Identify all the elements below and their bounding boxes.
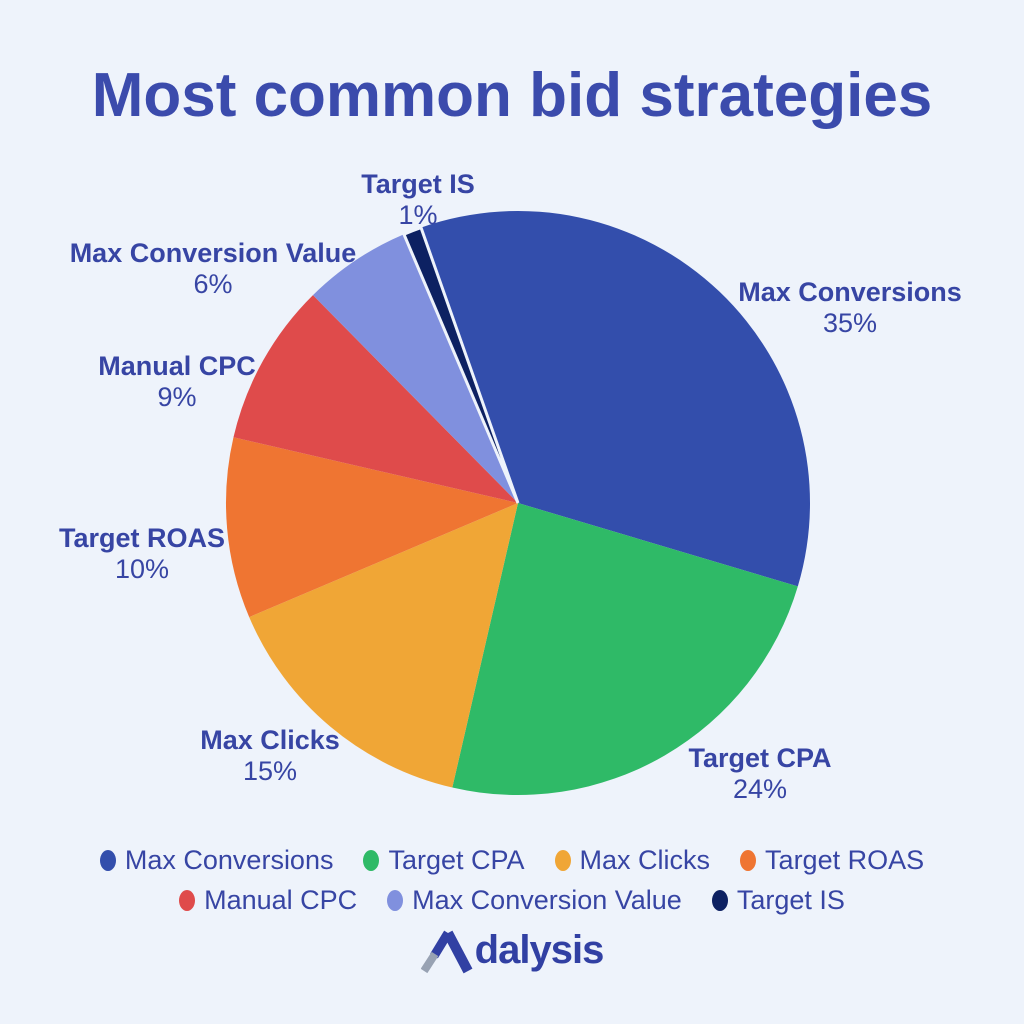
slice-label-name: Max Clicks — [200, 725, 340, 755]
legend-row-1: Max Conversions Target CPA Max Clicks Targe… — [0, 840, 1024, 880]
slice-label-target-roas: Target ROAS 10% — [59, 523, 225, 585]
slice-label-percent: 1% — [398, 200, 438, 230]
legend-dot-icon — [363, 849, 380, 871]
legend-label: Target IS — [736, 884, 845, 915]
pie-slice-max-conversion-value — [312, 234, 518, 503]
slice-label-target-is: Target IS 1% — [361, 169, 475, 231]
slice-label-name: Max Conversions — [738, 277, 962, 307]
slice-label-percent: 9% — [157, 382, 197, 412]
slice-label-percent: 10% — [114, 554, 170, 584]
legend-item-max-conversion-value: Max Conversion Value — [387, 885, 682, 916]
legend-label: Manual CPC — [204, 884, 358, 915]
pie-slice-target-cpa — [452, 503, 798, 796]
legend-dot-icon — [740, 849, 757, 871]
pie-slice-max-clicks — [249, 503, 518, 788]
slice-label-max-conversions: Max Conversions 35% — [738, 277, 962, 339]
legend-label: Max Clicks — [579, 844, 711, 875]
slice-label-name: Target CPA — [688, 743, 832, 773]
slice-label-manual-cpc: Manual CPC 9% — [98, 351, 256, 413]
legend-item-max-conversions: Max Conversions — [99, 844, 334, 876]
slice-label-percent: 15% — [242, 756, 298, 786]
brand-name: dalysis — [474, 927, 605, 972]
slice-label-name: Manual CPC — [98, 351, 256, 381]
slice-label-percent: 24% — [732, 774, 788, 804]
page-title: Most common bid strategies — [91, 61, 933, 130]
slice-label-name: Target ROAS — [58, 523, 226, 553]
adalysis-a-icon — [420, 930, 473, 974]
slice-label-name: Target IS — [361, 169, 475, 199]
legend-label: Target ROAS — [765, 844, 925, 875]
slice-label-percent: 35% — [822, 308, 878, 338]
legend-dot-icon — [711, 889, 728, 911]
brand-logo: dalysis — [0, 924, 1024, 976]
legend-label: Target CPA — [388, 844, 525, 875]
legend-item-target-cpa: Target CPA — [363, 844, 525, 876]
legend-dot-icon — [99, 849, 116, 871]
legend-item-target-is: Target IS — [711, 884, 845, 916]
legend-dot-icon — [387, 889, 404, 911]
pie-slice-target-is — [401, 225, 520, 504]
slice-label-max-conversion-value: Max Conversion Value 6% — [70, 238, 357, 300]
slice-label-target-cpa: Target CPA 24% — [688, 743, 831, 805]
legend-dot-icon — [179, 889, 196, 911]
legend-item-max-clicks: Max Clicks — [554, 844, 711, 876]
legend-item-manual-cpc: Manual CPC — [179, 885, 357, 916]
legend-dot-icon — [554, 849, 571, 871]
legend-row-2: Manual CPC Max Conversion Value Target IS — [0, 880, 1024, 920]
slice-label-percent: 6% — [193, 269, 233, 299]
pie-slice-max-conversions — [421, 211, 810, 587]
legend-item-target-roas: Target ROAS — [740, 845, 924, 876]
pie-slice-manual-cpc — [233, 295, 519, 503]
slice-label-name: Max Conversion Value — [69, 238, 357, 268]
legend-label: Max Conversion Value — [412, 884, 682, 915]
slice-label-max-clicks: Max Clicks 15% — [200, 725, 340, 787]
pie-slice-target-roas — [225, 437, 518, 618]
legend-label: Max Conversions — [124, 844, 334, 875]
